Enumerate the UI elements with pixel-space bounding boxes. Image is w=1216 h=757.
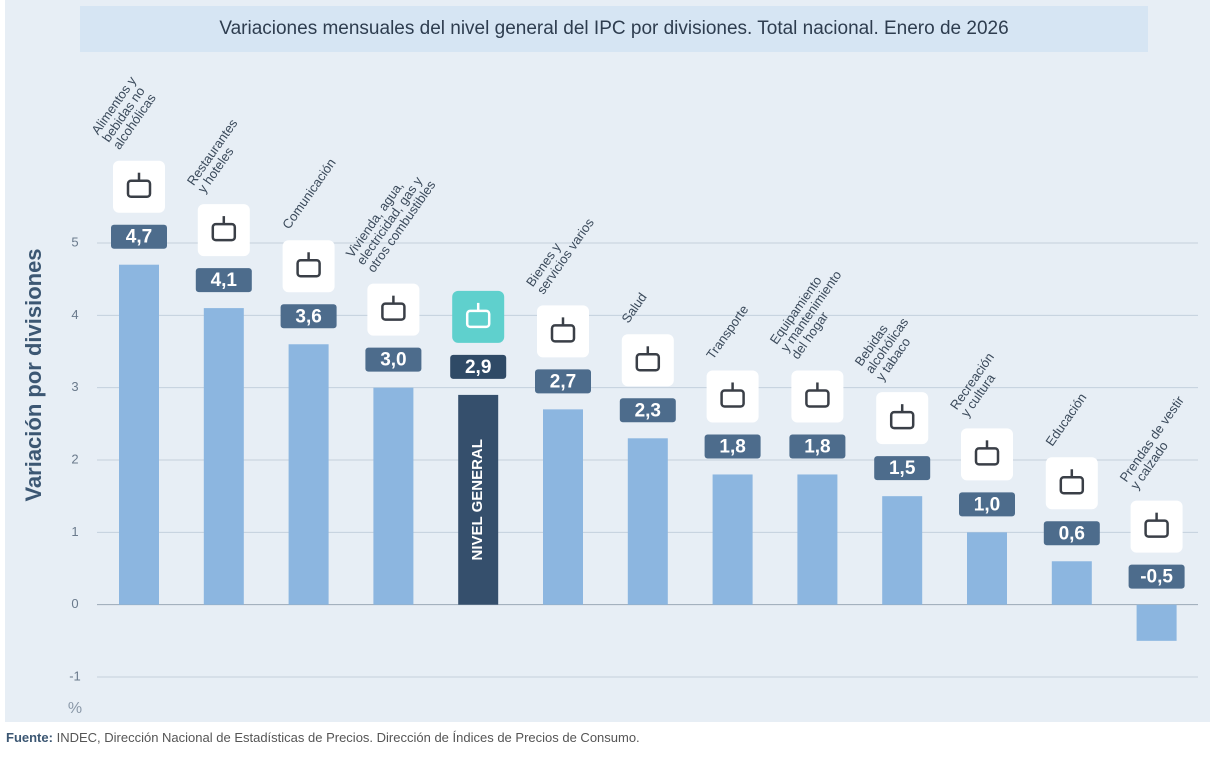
value-label-box [535,369,591,394]
icon [465,302,491,329]
icon-box [452,290,505,343]
bar [1051,561,1092,605]
value-label-box [1128,564,1185,589]
icon [889,404,915,430]
bar [119,264,159,605]
value-label: -0,5 [1140,567,1173,588]
bar [373,387,414,605]
icon-box [706,370,759,423]
bar [458,394,499,605]
source: Fuente: INDEC, Dirección Nacional de Est… [6,730,640,745]
value-label-box [450,354,507,379]
value-label-box [959,492,1015,517]
value-label: 3,0 [380,350,406,371]
icon-box [1045,457,1098,510]
title-box [80,6,1148,52]
icon-box [282,240,335,293]
chart-background [5,0,1210,722]
icon [126,172,152,198]
bar [203,308,244,605]
bar [967,532,1007,605]
icon [974,440,1000,466]
icon [1059,469,1085,495]
y-tick-label: 2 [71,451,78,466]
value-label-box [619,398,676,423]
source-label: Fuente: [6,730,53,745]
value-label: 1,8 [804,436,830,457]
icon-box [367,283,420,336]
bar [1136,604,1177,641]
icon-box [961,428,1013,481]
y-unit: % [68,700,82,717]
y-tick-label: -1 [69,668,81,683]
value-label: 4,7 [126,227,152,248]
y-tick-label: 3 [71,379,78,394]
icon [381,295,406,321]
icon [550,317,576,343]
value-label: 0,6 [1059,523,1085,544]
value-label-box [280,304,337,329]
icon-box [197,204,250,257]
value-label-box [195,268,252,293]
icon [635,346,661,372]
value-label-box [789,434,846,459]
icon [296,252,321,278]
value-label: 2,9 [465,357,491,378]
bar [627,438,668,605]
value-label: 2,3 [635,400,661,421]
value-label-box [365,347,422,372]
icon-box [1130,500,1183,553]
y-axis-title: Variación por divisiones [21,248,46,501]
category-label: NIVEL GENERAL [469,439,486,560]
icon-box [621,334,674,387]
icon [805,382,830,408]
y-tick-label: 0 [71,596,78,611]
y-tick-label: 5 [71,234,78,249]
value-label-box [704,434,761,459]
chart-title: Variaciones mensuales del nivel general … [219,18,1008,39]
value-label-box [874,456,931,481]
y-tick-label: 1 [71,524,78,539]
bar [882,496,923,605]
source-text: INDEC, Dirección Nacional de Estadística… [57,730,640,745]
icon-box [537,305,589,358]
icon-box [113,160,165,213]
icon [1144,512,1169,538]
icon-box [791,370,844,423]
icon [211,216,237,242]
value-label-box [1043,521,1100,546]
value-label: 1,5 [889,458,916,479]
icon-box [876,392,929,445]
value-label: 4,1 [211,270,238,291]
bar [797,474,838,605]
value-label: 2,7 [550,371,576,392]
value-label: 1,0 [974,494,1000,515]
bar [288,344,329,605]
value-label-box [111,224,167,249]
bar [712,474,753,605]
value-label: 1,8 [719,436,745,457]
icon [720,382,745,408]
y-tick-label: 4 [71,307,78,322]
value-label: 3,6 [295,306,321,327]
bar [543,409,583,605]
